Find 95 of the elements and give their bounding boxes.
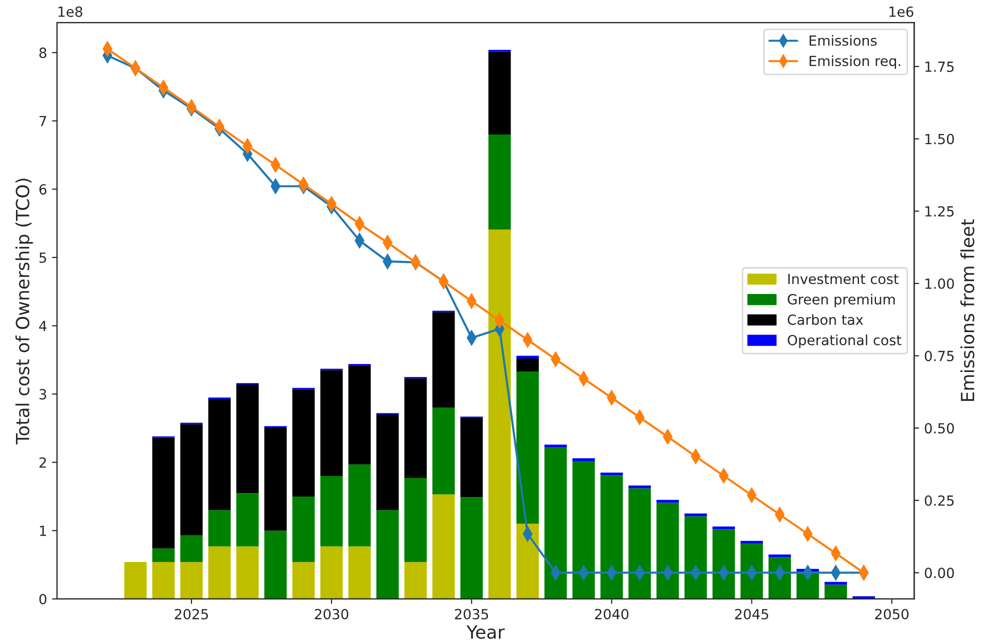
y-tick-label: 8 bbox=[39, 48, 46, 58]
bar bbox=[488, 134, 511, 230]
bar bbox=[824, 582, 847, 585]
bar bbox=[432, 312, 455, 408]
bar bbox=[460, 418, 483, 498]
bar bbox=[292, 562, 315, 599]
bar bbox=[208, 398, 231, 510]
bar bbox=[404, 378, 427, 478]
x-tick-label: 2040 bbox=[595, 608, 628, 620]
y2-tick-label: 1.00 bbox=[925, 278, 954, 289]
x-tick-label: 2045 bbox=[735, 608, 768, 620]
bar bbox=[152, 562, 175, 599]
y-tick-label: 1 bbox=[40, 526, 46, 536]
bar bbox=[292, 496, 315, 562]
bar bbox=[656, 502, 679, 599]
bar bbox=[404, 478, 427, 562]
bar bbox=[432, 494, 455, 599]
bar bbox=[488, 52, 511, 135]
bar bbox=[376, 510, 399, 599]
bar bbox=[824, 584, 847, 599]
y-tick-label: 6 bbox=[39, 184, 46, 195]
x-tick-label: 2035 bbox=[454, 608, 488, 620]
bar bbox=[684, 514, 707, 516]
y-tick-label: 0 bbox=[39, 594, 46, 604]
bar bbox=[740, 544, 763, 599]
bar bbox=[236, 493, 259, 546]
y-tick-label: 2 bbox=[39, 457, 46, 468]
bar bbox=[432, 408, 455, 494]
bar bbox=[572, 460, 595, 599]
text: 1e8 bbox=[58, 6, 82, 17]
bar bbox=[516, 356, 539, 359]
y2-tick-label: 0.00 bbox=[924, 568, 954, 578]
bar bbox=[656, 500, 679, 503]
legend-label: Investment cost bbox=[788, 274, 899, 284]
legend-label: Emission req. bbox=[810, 55, 900, 69]
bar bbox=[320, 476, 343, 546]
bar bbox=[236, 546, 259, 599]
bar bbox=[236, 384, 259, 494]
bar bbox=[124, 562, 147, 599]
y2-axis-title: Emissions from fleet bbox=[960, 219, 974, 401]
x-tick-label: 2025 bbox=[174, 608, 208, 620]
y2-tick-label: 1.50 bbox=[925, 134, 954, 144]
y-tick-label: 5 bbox=[40, 252, 46, 263]
bar bbox=[320, 546, 343, 599]
legend-label: Carbon tax bbox=[788, 314, 864, 325]
y2-tick-label: 1.75 bbox=[925, 62, 954, 72]
bar bbox=[600, 472, 623, 476]
y2-tick-label: 0.50 bbox=[924, 423, 954, 434]
y2-tick-label: 1.25 bbox=[925, 206, 954, 217]
bar bbox=[712, 529, 735, 599]
y-axis-title: Total cost of Ownership (TCO) bbox=[15, 178, 33, 444]
text: 1e6 bbox=[889, 6, 914, 17]
legend-label: Emissions bbox=[810, 35, 877, 46]
bar bbox=[348, 365, 371, 464]
bar bbox=[460, 497, 483, 599]
legend-label: Green premium bbox=[788, 294, 895, 308]
x-axis-title: Year bbox=[466, 625, 505, 639]
bar bbox=[628, 488, 651, 599]
bar bbox=[152, 548, 175, 562]
bar bbox=[208, 510, 231, 546]
bar bbox=[264, 428, 287, 531]
bar bbox=[740, 540, 763, 544]
bar bbox=[544, 447, 567, 599]
y2-tick-label: 0.25 bbox=[924, 495, 954, 506]
bar bbox=[292, 389, 315, 496]
bar bbox=[488, 229, 511, 599]
bar bbox=[180, 535, 203, 562]
bar bbox=[852, 596, 875, 599]
bar bbox=[208, 546, 231, 599]
bar bbox=[544, 444, 567, 448]
bar bbox=[516, 372, 539, 524]
bar bbox=[516, 358, 539, 372]
y-tick-label: 7 bbox=[40, 116, 46, 126]
bar bbox=[320, 370, 343, 476]
bar bbox=[600, 475, 623, 599]
bar bbox=[516, 524, 539, 599]
legend-label: Operational cost bbox=[788, 334, 902, 348]
bar bbox=[404, 562, 427, 599]
bar bbox=[684, 516, 707, 599]
bar bbox=[180, 562, 203, 599]
bar bbox=[768, 554, 791, 558]
bar bbox=[628, 486, 651, 488]
bar bbox=[152, 438, 175, 548]
x-tick-label: 2030 bbox=[314, 608, 348, 620]
bar bbox=[348, 464, 371, 546]
y2-tick-label: 0.75 bbox=[924, 350, 954, 362]
bar bbox=[180, 424, 203, 536]
bar bbox=[712, 526, 735, 530]
bar bbox=[572, 458, 595, 461]
y-tick-label: 3 bbox=[40, 389, 46, 400]
x-tick-label: 2050 bbox=[875, 608, 909, 620]
y-tick-label: 4 bbox=[39, 320, 47, 332]
bar bbox=[264, 530, 287, 599]
bar bbox=[348, 546, 371, 599]
bar bbox=[376, 414, 399, 510]
